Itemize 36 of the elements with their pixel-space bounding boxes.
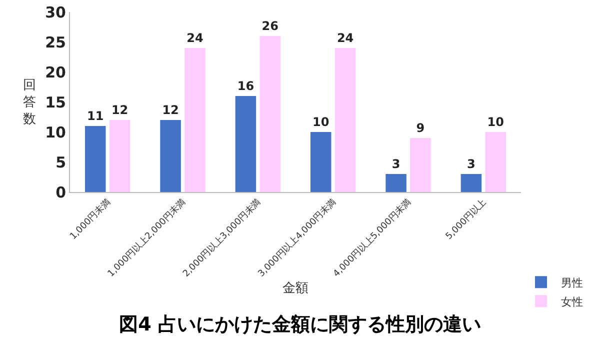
bar [310,132,332,192]
bar [460,174,482,192]
bar [109,120,130,192]
data-label: 24 [186,31,204,45]
data-label: 11 [87,109,104,123]
data-label: 24 [336,31,354,45]
data-label: 3 [392,157,400,171]
y-tick-label: 5 [56,153,66,172]
y-tick-label: 30 [45,3,66,22]
data-label: 16 [237,79,254,93]
bar [260,36,281,192]
bar [386,174,406,192]
bar [334,48,356,192]
y-axis-title: 回答数 [23,78,36,127]
y-tick-label: 20 [45,63,66,82]
bar [160,120,181,192]
x-axis-title: 金額 [282,280,308,296]
bar [485,132,506,192]
y-tick-label: 15 [45,93,66,112]
data-label: 3 [467,157,476,171]
data-label: 9 [416,121,425,135]
text: 図4 占いにかけた金額に関する性別の違い [119,313,481,336]
legend-label: 女性 [561,295,583,308]
y-tick-label: 25 [45,33,66,52]
data-label: 12 [111,103,128,117]
legend-label: 男性 [561,276,583,290]
bar [184,48,206,192]
bar [84,126,106,192]
y-tick-label: 0 [56,183,66,202]
data-label: 10 [487,115,504,129]
y-tick-label: 10 [45,123,66,142]
bar [235,96,256,192]
data-label: 10 [312,115,330,129]
data-label: 12 [162,103,179,117]
bar [410,138,431,192]
data-label: 26 [262,19,278,33]
